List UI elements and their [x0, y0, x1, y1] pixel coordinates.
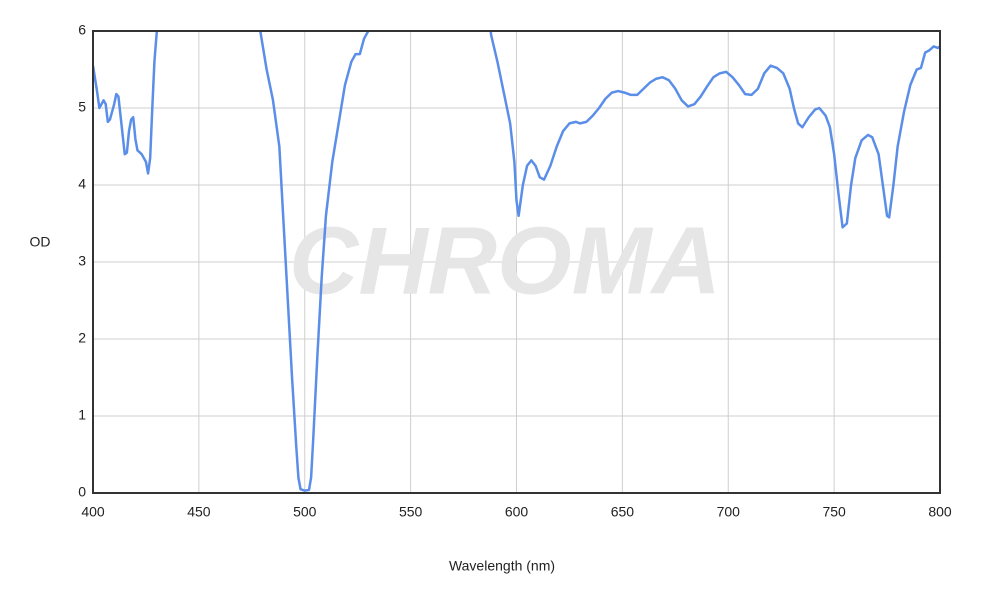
x-tick-label: 750	[822, 504, 846, 520]
x-tick-label: 550	[399, 504, 423, 520]
x-tick-label: 800	[928, 504, 952, 520]
y-tick-label: 1	[78, 407, 86, 423]
plot-border	[92, 30, 941, 494]
y-tick-label: 3	[78, 253, 86, 269]
x-tick-label: 600	[505, 504, 529, 520]
data-line	[93, 31, 940, 492]
y-axis-label: OD	[30, 234, 51, 250]
x-tick-label: 400	[81, 504, 105, 520]
x-tick-label: 450	[187, 504, 211, 520]
y-tick-label: 2	[78, 330, 86, 346]
y-tick-label: 4	[78, 176, 86, 192]
x-tick-label: 650	[611, 504, 635, 520]
x-axis-label: Wavelength (nm)	[449, 558, 555, 574]
watermark: CHROMA	[289, 207, 721, 314]
x-tick-label: 700	[717, 504, 741, 520]
y-tick-label: 0	[78, 484, 86, 500]
y-tick-label: 5	[78, 99, 86, 115]
x-tick-label: 500	[293, 504, 317, 520]
y-tick-label: 6	[78, 22, 86, 38]
